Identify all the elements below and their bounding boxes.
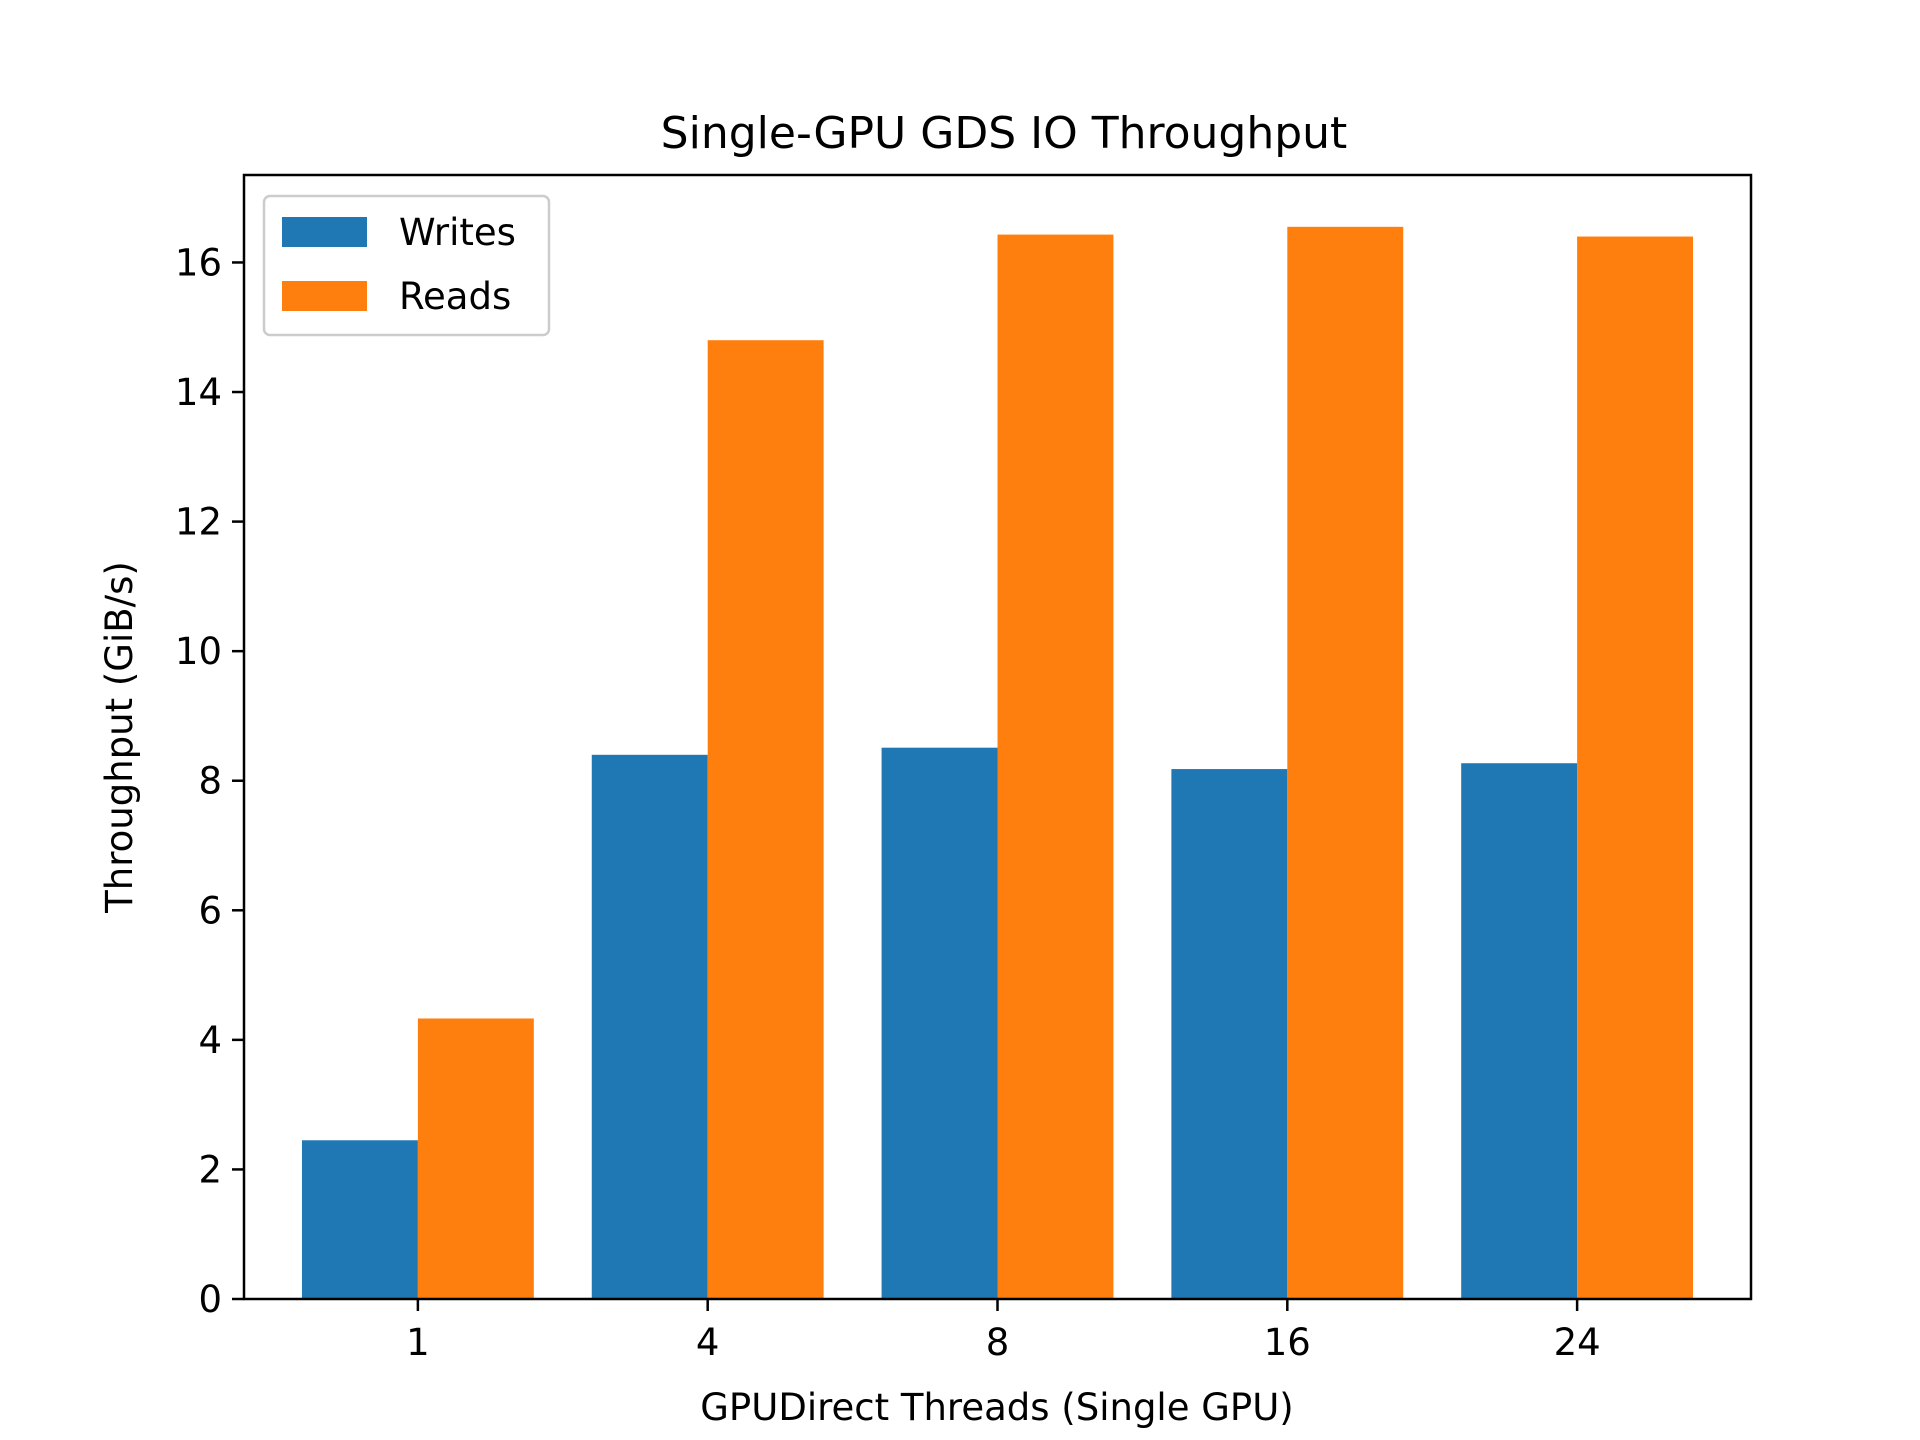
bar-reads-24 (1577, 236, 1694, 1299)
y-tick-label-2: 2 (198, 1148, 222, 1191)
y-tick-label-12: 12 (175, 501, 222, 544)
x-tick-label-16: 16 (1264, 1321, 1311, 1364)
y-tick-label-14: 14 (175, 371, 222, 414)
y-tick-label-10: 10 (175, 630, 222, 673)
bar-writes-4 (591, 754, 708, 1299)
bar-reads-16 (1287, 226, 1404, 1299)
y-tick-label-16: 16 (175, 241, 222, 284)
x-axis-label: GPUDirect Threads (Single GPU) (700, 1386, 1293, 1429)
bar-reads-4 (707, 340, 824, 1299)
y-tick-label-4: 4 (198, 1019, 222, 1062)
legend-swatch-writes (282, 217, 367, 247)
x-tick-label-4: 4 (696, 1321, 720, 1364)
bars-group (301, 226, 1694, 1299)
bar-writes-8 (881, 747, 998, 1299)
y-tick-label-8: 8 (198, 760, 222, 803)
y-tick-label-6: 6 (198, 889, 222, 932)
legend: Writes Reads (262, 194, 551, 337)
x-tick-label-1: 1 (406, 1321, 430, 1364)
x-axis: 1 4 8 16 24 (406, 1299, 1601, 1364)
legend-label-reads: Reads (399, 275, 511, 318)
bar-reads-1 (417, 1018, 534, 1299)
y-axis-label: Throughput (GiB/s) (98, 561, 141, 914)
bar-writes-16 (1171, 769, 1288, 1299)
bar-writes-24 (1461, 763, 1578, 1299)
legend-swatch-reads (282, 281, 367, 311)
x-tick-label-8: 8 (986, 1321, 1010, 1364)
chart-title: Single-GPU GDS IO Throughput (661, 108, 1348, 159)
x-tick-label-24: 24 (1554, 1321, 1601, 1364)
bar-writes-1 (301, 1140, 418, 1299)
y-axis: 0 2 4 6 8 10 12 14 16 (175, 241, 244, 1321)
legend-label-writes: Writes (399, 211, 516, 254)
y-tick-label-0: 0 (198, 1278, 222, 1321)
bar-reads-8 (997, 234, 1114, 1299)
